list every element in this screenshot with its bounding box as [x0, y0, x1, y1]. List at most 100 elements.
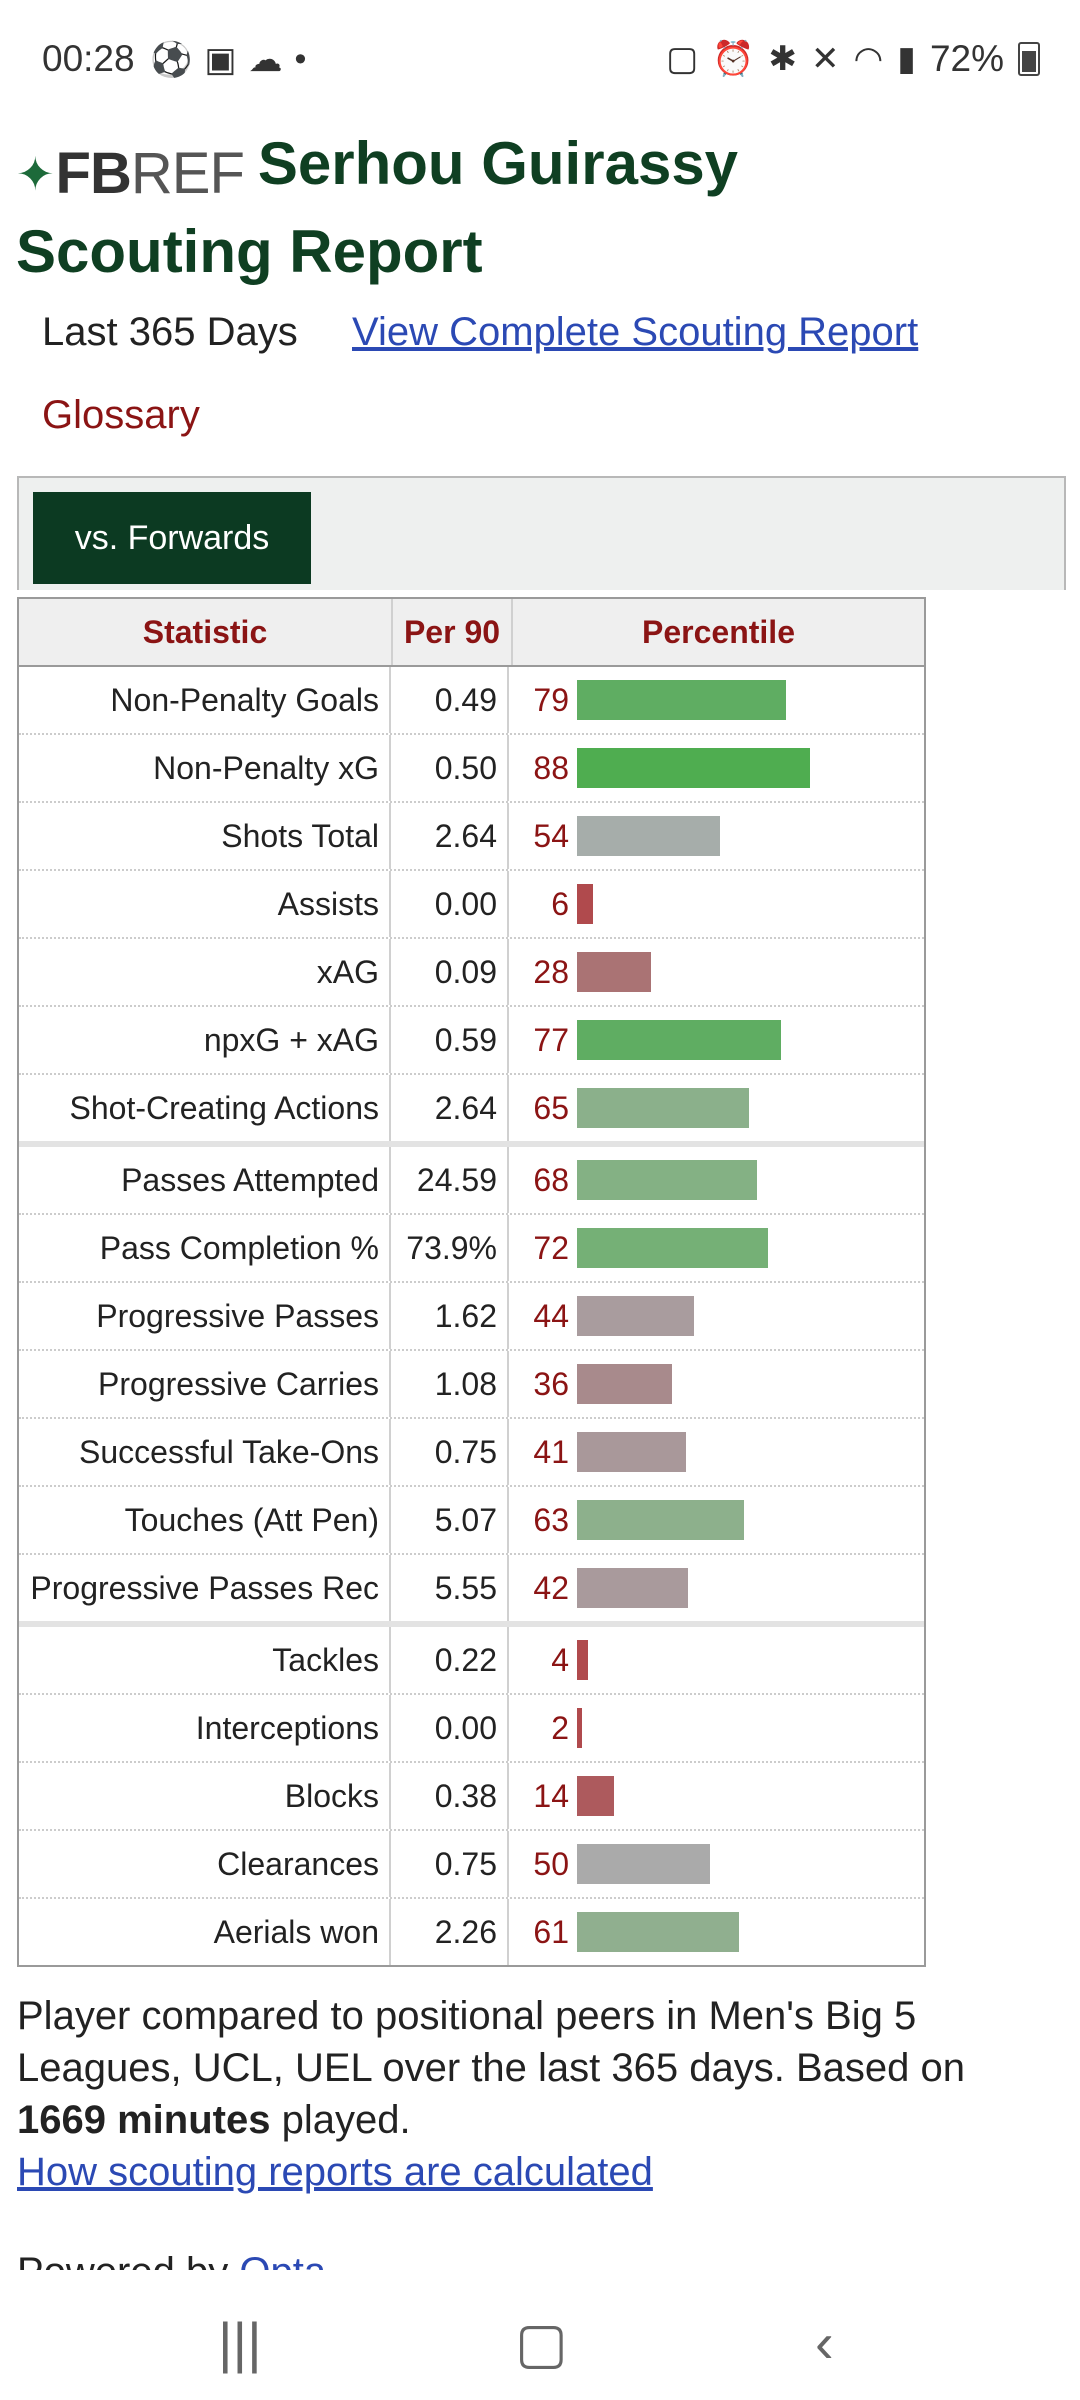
- stat-per90: 1.62: [391, 1283, 509, 1349]
- fbref-logo[interactable]: ✦ FB REF: [16, 135, 245, 213]
- stat-name: npxG + xAG: [19, 1007, 391, 1073]
- percentile-value: 42: [533, 1569, 569, 1606]
- table-row: Blocks 0.38 14: [19, 1763, 924, 1831]
- stat-name: Non-Penalty Goals: [19, 667, 391, 733]
- stat-per90: 24.59: [391, 1147, 509, 1213]
- percentile-bar: [577, 748, 810, 788]
- table-row: Non-Penalty Goals 0.49 79: [19, 667, 924, 735]
- table-row: Assists 0.00 6: [19, 871, 924, 939]
- stat-percentile: 6: [509, 871, 920, 937]
- percentile-bar-track: [577, 952, 917, 992]
- table-row: Shot-Creating Actions 2.64 65: [19, 1075, 924, 1147]
- scouting-table: Statistic Per 90 Percentile Non-Penalty …: [17, 597, 926, 1967]
- battery-saver-icon: ▢: [666, 40, 699, 78]
- percentile-value: 4: [551, 1641, 569, 1678]
- complete-report-link[interactable]: View Complete Scouting Report: [352, 310, 919, 354]
- tab-vs-forwards[interactable]: vs. Forwards: [33, 492, 311, 584]
- percentile-value: 61: [533, 1913, 569, 1950]
- status-time: 00:28: [42, 38, 135, 79]
- table-row: xAG 0.09 28: [19, 939, 924, 1007]
- percentile-bar-track: [577, 1088, 917, 1128]
- percentile-bar-track: [577, 1160, 917, 1200]
- table-row: Tackles 0.22 4: [19, 1627, 924, 1695]
- percentile-bar-track: [577, 1296, 917, 1336]
- header-per90[interactable]: Per 90: [393, 599, 513, 665]
- stat-percentile: 2: [509, 1695, 920, 1761]
- page-title: Serhou Guirassy: [257, 130, 739, 197]
- percentile-bar-track: [577, 1500, 917, 1540]
- table-header: Statistic Per 90 Percentile: [19, 599, 924, 667]
- percentile-value: 63: [533, 1501, 569, 1538]
- percentile-bar-track: [577, 1708, 917, 1748]
- percentile-bar: [577, 1844, 710, 1884]
- table-row: Clearances 0.75 50: [19, 1831, 924, 1899]
- stat-name: Interceptions: [19, 1695, 391, 1761]
- table-row: Aerials won 2.26 61: [19, 1899, 924, 1965]
- stat-percentile: 14: [509, 1763, 920, 1829]
- percentile-value: 50: [533, 1845, 569, 1882]
- period-label: Last 365 Days: [42, 310, 298, 354]
- percentile-bar-track: [577, 1228, 917, 1268]
- percentile-value: 68: [533, 1161, 569, 1198]
- percentile-bar-track: [577, 748, 917, 788]
- percentile-bar: [577, 1708, 582, 1748]
- percentile-bar-track: [577, 1912, 917, 1952]
- stat-per90: 0.49: [391, 667, 509, 733]
- recent-apps-icon[interactable]: |||: [218, 2311, 262, 2374]
- percentile-value: 54: [533, 817, 569, 854]
- stat-name: Successful Take-Ons: [19, 1419, 391, 1485]
- bluetooth-icon: ✱: [768, 40, 798, 78]
- stat-percentile: 41: [509, 1419, 920, 1485]
- stat-percentile: 77: [509, 1007, 920, 1073]
- table-row: Passes Attempted 24.59 68: [19, 1147, 924, 1215]
- stat-per90: 0.75: [391, 1831, 509, 1897]
- status-right-icons: ▢ ⏰ ✱ ✕ ◠ ▮ 72%: [666, 38, 1040, 80]
- stat-name: Progressive Carries: [19, 1351, 391, 1417]
- soccer-ball-icon: ⚽: [150, 41, 193, 79]
- percentile-bar: [577, 952, 651, 992]
- percentile-bar-track: [577, 1568, 917, 1608]
- battery-percentage: 72%: [929, 38, 1004, 79]
- stat-percentile: 4: [509, 1627, 920, 1693]
- percentile-bar: [577, 884, 593, 924]
- system-navbar: ||| ▢ ‹: [0, 2270, 1080, 2400]
- percentile-bar: [577, 680, 786, 720]
- glossary-link[interactable]: Glossary: [42, 393, 200, 437]
- stat-name: xAG: [19, 939, 391, 1005]
- percentile-bar: [577, 1364, 672, 1404]
- stat-per90: 0.38: [391, 1763, 509, 1829]
- percentile-bar-track: [577, 884, 917, 924]
- percentile-value: 44: [533, 1297, 569, 1334]
- percentile-bar-track: [577, 816, 917, 856]
- stat-name: Blocks: [19, 1763, 391, 1829]
- table-row: npxG + xAG 0.59 77: [19, 1007, 924, 1075]
- header-percentile[interactable]: Percentile: [642, 613, 795, 650]
- percentile-value: 6: [551, 885, 569, 922]
- stat-percentile: 54: [509, 803, 920, 869]
- calc-link[interactable]: How scouting reports are calculated: [17, 2150, 653, 2194]
- stat-name: Assists: [19, 871, 391, 937]
- percentile-value: 79: [533, 681, 569, 718]
- percentile-bar: [577, 1432, 686, 1472]
- mute-icon: ✕: [811, 40, 840, 78]
- percentile-value: 28: [533, 953, 569, 990]
- stat-name: Non-Penalty xG: [19, 735, 391, 801]
- home-icon[interactable]: ▢: [515, 2311, 568, 2374]
- back-icon[interactable]: ‹: [815, 2311, 834, 2374]
- page-subtitle: Scouting Report: [16, 218, 483, 285]
- header-statistic[interactable]: Statistic: [19, 599, 393, 665]
- cloud-icon: ☁: [248, 41, 283, 79]
- gallery-icon: ▣: [204, 41, 237, 79]
- percentile-value: 77: [533, 1021, 569, 1058]
- stat-per90: 1.08: [391, 1351, 509, 1417]
- table-row: Progressive Passes Rec 5.55 42: [19, 1555, 924, 1627]
- page-header: ✦ FB REF Serhou Guirassy Scouting Report: [16, 125, 1066, 291]
- percentile-bar-track: [577, 1844, 917, 1884]
- percentile-bar-track: [577, 1020, 917, 1060]
- stat-per90: 2.64: [391, 803, 509, 869]
- stat-per90: 5.55: [391, 1555, 509, 1621]
- percentile-bar: [577, 1500, 744, 1540]
- stat-name: Shot-Creating Actions: [19, 1075, 391, 1141]
- stat-name: Progressive Passes Rec: [19, 1555, 391, 1621]
- stat-percentile: 36: [509, 1351, 920, 1417]
